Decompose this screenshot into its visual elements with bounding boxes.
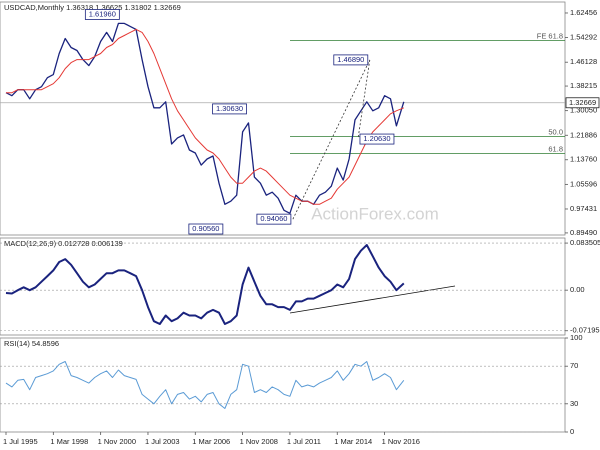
y-tick-label: 0.97431 <box>570 204 597 213</box>
price-annotation-box <box>333 54 369 66</box>
price-annotation: 1.30630 <box>216 104 243 113</box>
y-tick-label: 100 <box>570 333 583 342</box>
price-annotation: 0.94060 <box>260 214 287 223</box>
x-tick-label: 1 Jul 2003 <box>145 437 180 446</box>
watermark: ActionForex.com <box>311 204 439 223</box>
y-tick-label: 0 <box>570 427 574 436</box>
y-tick-label: 1.46128 <box>570 57 597 66</box>
y-tick-label: 1.38215 <box>570 81 597 90</box>
y-tick-label: 0.083505 <box>570 238 600 247</box>
panel-frame <box>0 237 566 336</box>
y-tick-label: 0.00 <box>570 285 585 294</box>
series-line <box>5 361 405 409</box>
wave-line <box>292 59 371 220</box>
fib-level-label: 50.0 <box>548 127 563 136</box>
price-annotation-box <box>256 213 292 225</box>
x-tick-label: 1 Jul 2011 <box>287 437 321 446</box>
trend-line <box>289 285 456 314</box>
price-annotation: 1.61960 <box>89 9 116 18</box>
x-tick-label: 1 Mar 2014 <box>334 437 372 446</box>
y-tick-label: 1.30050 <box>570 106 597 115</box>
price-annotation: 1.46890 <box>337 55 364 64</box>
x-tick-label: 1 Mar 1998 <box>50 437 88 446</box>
price-annotation-box <box>84 9 120 20</box>
panel-title: USDCAD,Monthly 1.36318 1.36625 1.31802 1… <box>4 3 181 12</box>
x-tick-label: 1 Nov 2008 <box>240 437 278 446</box>
y-tick-label: 1.54292 <box>570 33 597 42</box>
series-line <box>5 22 405 214</box>
panel-frame <box>0 1 566 236</box>
price-annotation: 0.90560 <box>192 224 219 233</box>
price-annotation-box <box>212 103 247 115</box>
y-tick-label: 0.89490 <box>570 228 597 237</box>
y-tick-label: 70 <box>570 361 578 370</box>
series-line <box>5 244 405 325</box>
wave-line <box>357 59 371 140</box>
y-tick-label: 1.05596 <box>570 179 597 188</box>
price-annotation-box <box>188 223 224 235</box>
price-annotation: 1.20630 <box>363 134 390 143</box>
last-price-label: 1.32669 <box>569 98 596 107</box>
fib-level-label: 61.8 <box>548 145 563 154</box>
price-annotation-box <box>359 133 395 145</box>
fib-level-label: FE 61.8 <box>537 32 563 41</box>
x-tick-label: 1 Jul 1995 <box>3 437 38 446</box>
last-price-box <box>565 97 600 109</box>
x-tick-label: 1 Nov 2000 <box>98 437 136 446</box>
panel-title: RSI(14) 54.8596 <box>4 339 59 348</box>
panel-frame <box>0 337 566 433</box>
y-tick-label: -0.07195 <box>570 326 600 335</box>
panel-title: MACD(12,26,9) 0.012728 0.006139 <box>4 239 123 248</box>
x-tick-label: 1 Nov 2016 <box>382 437 420 446</box>
y-tick-label: 1.21886 <box>570 130 597 139</box>
x-tick-label: 1 Mar 2006 <box>192 437 230 446</box>
y-tick-label: 30 <box>570 399 578 408</box>
y-tick-label: 1.62456 <box>570 8 597 17</box>
series-line <box>6 28 404 205</box>
y-tick-label: 1.13760 <box>570 155 597 164</box>
